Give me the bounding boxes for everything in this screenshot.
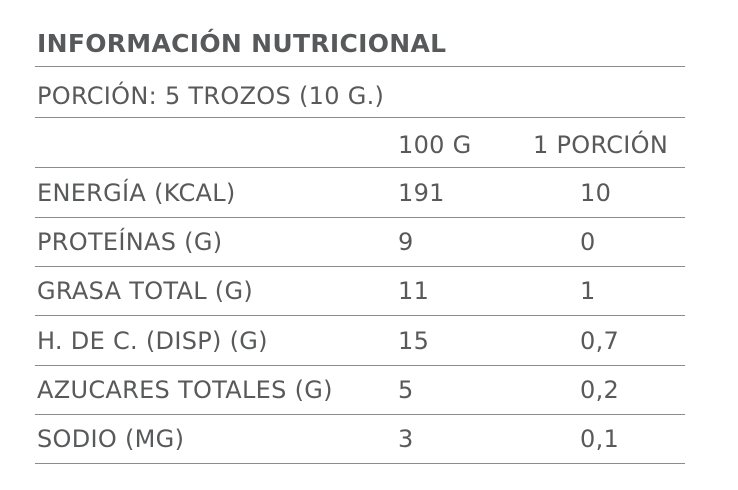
rule — [35, 66, 685, 67]
value-100g: 3 — [398, 425, 414, 453]
value-portion: 0,7 — [580, 326, 620, 355]
row-label: GRASA TOTAL (G) — [37, 277, 254, 306]
value-portion: 0,1 — [580, 425, 620, 453]
column-header: 1 PORCIÓN — [533, 131, 669, 159]
row-label: H. DE C. (DISP) (G) — [37, 326, 268, 355]
value-100g: 15 — [398, 326, 430, 355]
value-100g: 11 — [398, 277, 430, 306]
value-portion: 1 — [580, 277, 596, 306]
rule — [35, 217, 685, 218]
row-label: ENERGÍA (KCAL) — [37, 179, 236, 207]
value-100g: 5 — [398, 375, 414, 404]
rule — [35, 463, 685, 464]
rule — [35, 364, 685, 366]
row-label: AZUCARES TOTALES (G) — [37, 375, 333, 404]
rule — [35, 413, 685, 415]
value-portion: 10 — [580, 179, 612, 207]
rule — [35, 266, 685, 268]
serving: PORCIÓN: 5 TROZOS (10 G.) — [37, 82, 385, 110]
row-label: PROTEÍNAS (G) — [37, 228, 223, 257]
column-header: 100 G — [398, 131, 472, 159]
rule — [35, 117, 685, 118]
title: INFORMACIÓN NUTRICIONAL — [37, 29, 447, 58]
rule — [35, 315, 685, 317]
row-label: SODIO (MG) — [37, 425, 185, 453]
value-100g: 191 — [398, 179, 445, 207]
value-portion: 0,2 — [580, 375, 620, 404]
value-100g: 9 — [398, 228, 414, 257]
value-portion: 0 — [580, 228, 596, 257]
rule — [35, 167, 685, 168]
